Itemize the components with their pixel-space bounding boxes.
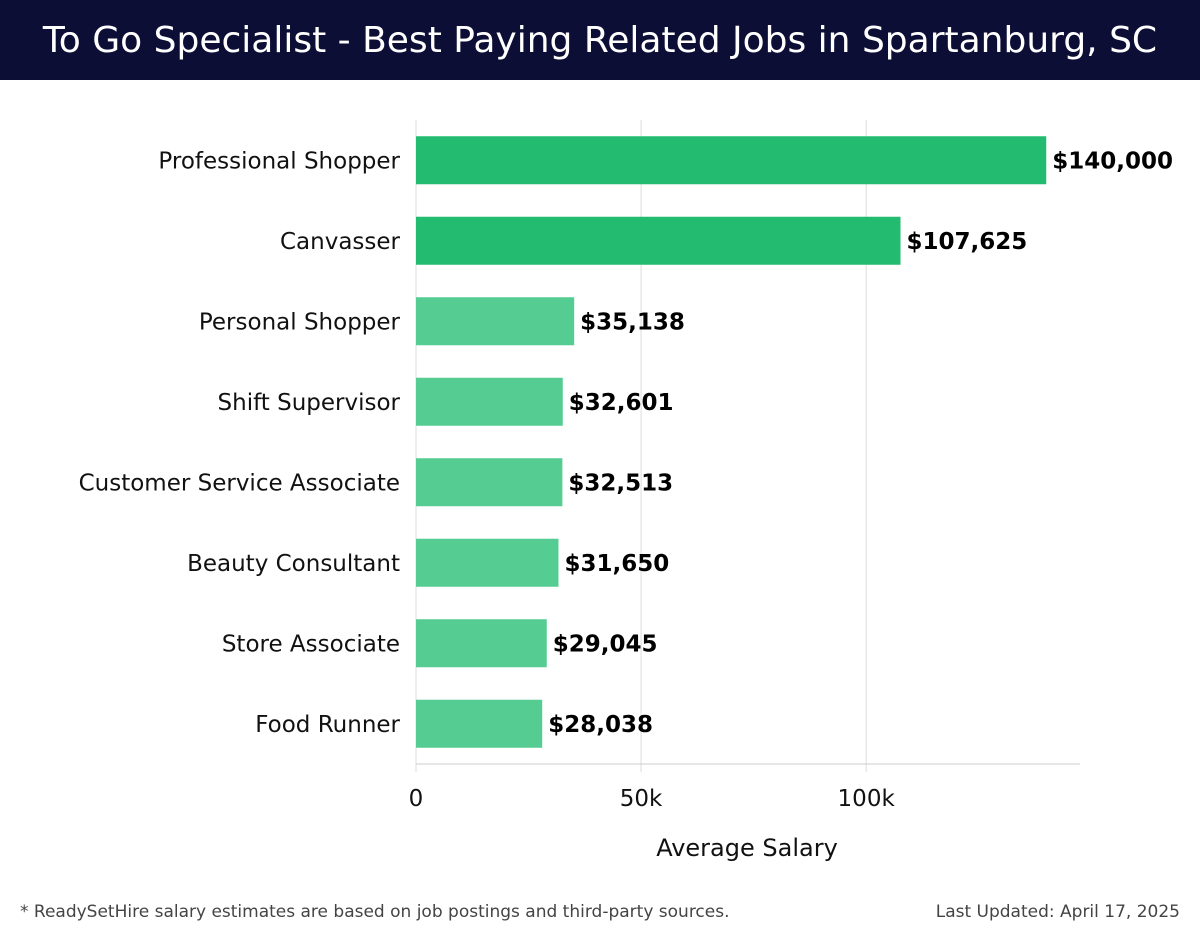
- value-label: $35,138: [580, 309, 685, 335]
- x-tick-label: 50k: [620, 786, 663, 812]
- bars: [416, 136, 1047, 748]
- category-label: Food Runner: [255, 712, 400, 738]
- bar: [416, 136, 1047, 185]
- footer-note: * ReadySetHire salary estimates are base…: [20, 902, 730, 922]
- category-label: Store Associate: [222, 631, 400, 657]
- page-title: To Go Specialist - Best Paying Related J…: [42, 19, 1158, 61]
- value-label: $32,601: [569, 390, 674, 416]
- x-tick-label: 100k: [838, 786, 896, 812]
- category-label: Customer Service Associate: [79, 470, 400, 496]
- bar: [416, 619, 547, 668]
- category-label: Personal Shopper: [199, 309, 401, 335]
- bar: [416, 377, 563, 426]
- bar: [416, 699, 543, 748]
- category-label: Professional Shopper: [158, 148, 400, 174]
- title-bar: To Go Specialist - Best Paying Related J…: [0, 0, 1200, 80]
- x-axis-title: Average Salary: [656, 834, 838, 862]
- salary-bar-chart: Professional Shopper Canvasser Personal Sh…: [79, 120, 1173, 862]
- last-updated: Last Updated: April 17, 2025: [935, 902, 1180, 922]
- category-label: Beauty Consultant: [187, 551, 400, 577]
- x-tick-label: 0: [409, 786, 424, 812]
- value-labels: $140,000 $107,625 $35,138 $32,601 $32,513 $31…: [548, 148, 1173, 738]
- value-label: $28,038: [548, 712, 653, 738]
- value-label: $31,650: [564, 551, 669, 577]
- x-axis: 0 50k 100k: [409, 763, 1080, 812]
- value-label: $32,513: [568, 470, 673, 496]
- category-labels: Professional Shopper Canvasser Personal Sh…: [79, 148, 401, 738]
- value-label: $29,045: [553, 631, 658, 657]
- bar: [416, 216, 901, 265]
- bar: [416, 538, 559, 587]
- bar: [416, 297, 575, 346]
- category-label: Canvasser: [280, 229, 401, 255]
- category-label: Shift Supervisor: [218, 390, 401, 416]
- value-label: $140,000: [1052, 148, 1173, 174]
- value-label: $107,625: [906, 229, 1027, 255]
- bar: [416, 458, 563, 507]
